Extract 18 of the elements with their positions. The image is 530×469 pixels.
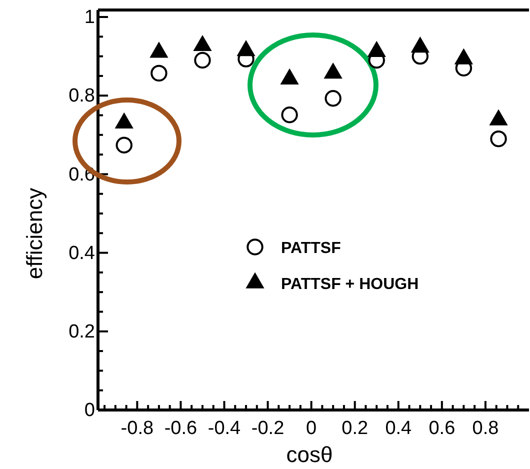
- x-tick-label: 0.2: [342, 418, 368, 439]
- x-axis-title: cosθ: [286, 442, 333, 467]
- x-tick-label: -0.8: [120, 418, 154, 439]
- y-tick-label: 1: [84, 7, 95, 28]
- x-tick-label: 0: [306, 418, 317, 439]
- legend-label: PATTSF: [281, 240, 342, 257]
- y-axis-title: efficiency: [22, 188, 47, 280]
- y-tick-label: 0.2: [68, 321, 95, 342]
- y-tick-label: 0: [84, 400, 95, 422]
- y-tick-label: 0.4: [68, 242, 96, 264]
- x-tick-label: 0.4: [385, 418, 412, 439]
- legend-label: PATTSF + HOUGH: [281, 276, 419, 293]
- x-tick-label: -0.4: [208, 418, 242, 439]
- x-tick-label: -0.6: [164, 418, 198, 439]
- y-tick-label: 0.8: [68, 86, 95, 107]
- x-tick-label: 0.8: [472, 418, 499, 439]
- x-tick-label: -0.2: [251, 418, 284, 439]
- x-tick-label: 0.6: [428, 418, 456, 439]
